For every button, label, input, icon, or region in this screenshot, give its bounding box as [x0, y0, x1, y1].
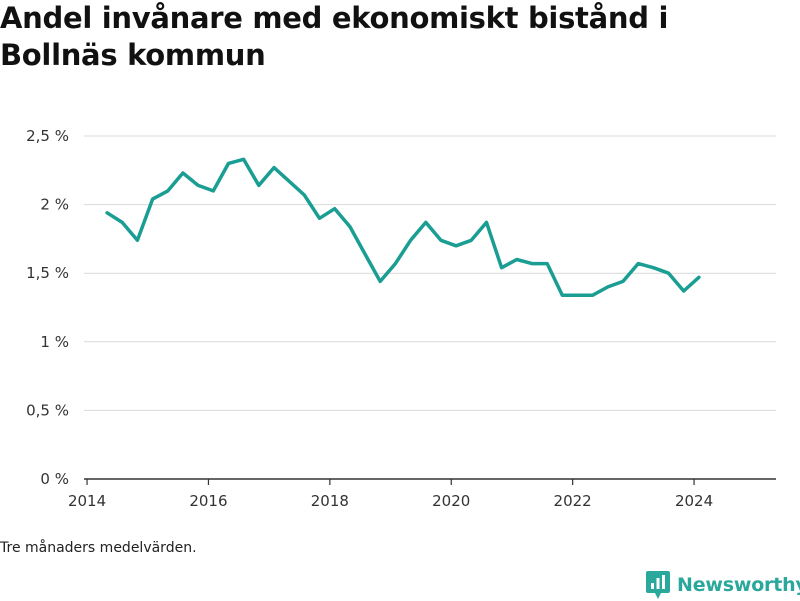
y-axis-labels: 0 % 0,5 % 1 % 1,5 % 2 % 2,5 % — [26, 127, 69, 488]
x-tick-label: 2024 — [675, 492, 713, 510]
x-tick-label: 2018 — [311, 492, 349, 510]
x-tick-label: 2014 — [68, 492, 106, 510]
y-tick-label: 2 % — [40, 196, 69, 214]
brand-logo: Newsworthy — [645, 569, 800, 601]
brand-name: Newsworthy — [677, 574, 800, 596]
x-tick-label: 2016 — [189, 492, 227, 510]
newsworthy-logo-icon — [646, 571, 670, 599]
y-tick-label: 2,5 % — [26, 127, 69, 145]
x-tick-label: 2022 — [554, 492, 592, 510]
y-tick-label: 0 % — [40, 470, 69, 488]
x-tick-label: 2020 — [432, 492, 470, 510]
y-tick-label: 1 % — [40, 333, 69, 351]
chart-caption: Tre månaders medelvärden. — [0, 540, 197, 556]
x-axis-ticks: 2014 2016 2018 2020 2022 2024 — [68, 479, 713, 510]
line-chart: 0 % 0,5 % 1 % 1,5 % 2 % 2,5 % 2014 2016 2018 202… — [26, 127, 776, 510]
y-tick-label: 0,5 % — [26, 401, 69, 419]
gridlines — [84, 135, 776, 411]
y-tick-label: 1,5 % — [26, 264, 69, 282]
series-group — [105, 157, 701, 297]
chart-title: Andel invånare med ekonomiskt bistånd i … — [0, 1, 669, 72]
series-line — [105, 157, 701, 297]
